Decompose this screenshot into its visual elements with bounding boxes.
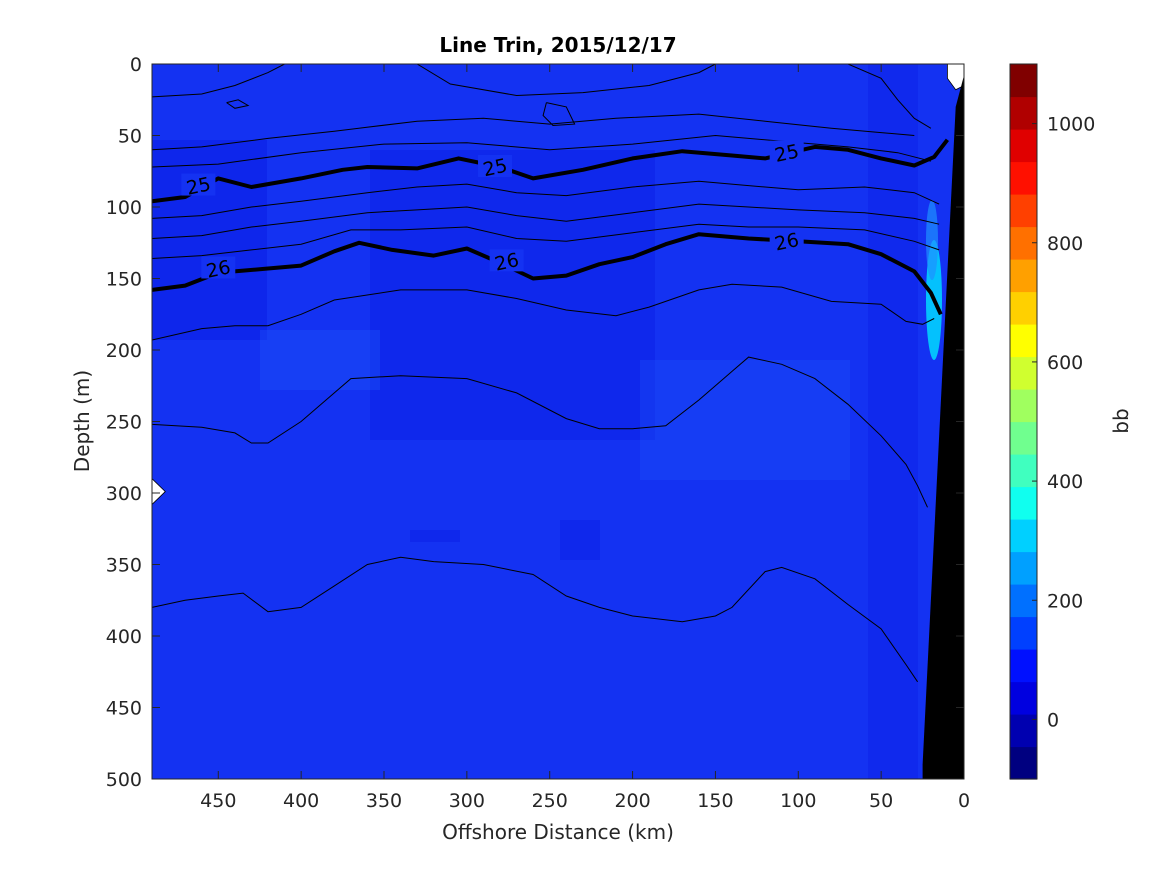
colorbar-tick-label: 200 — [1047, 590, 1083, 612]
colorbar-segment — [1010, 681, 1037, 715]
x-tick-label: 400 — [283, 790, 319, 812]
thin-contour-lines — [152, 64, 940, 683]
colorbar-frame — [1009, 63, 1038, 780]
colorbar-segment — [1010, 421, 1037, 455]
contour-line — [152, 223, 940, 259]
y-tick-label: 500 — [106, 769, 142, 791]
colorbar-segment — [1010, 649, 1037, 683]
colorbar-segment — [1010, 96, 1037, 130]
contour-label-gap — [489, 249, 524, 272]
contour-line — [542, 102, 576, 127]
y-tick-label: 200 — [106, 340, 142, 362]
contour-line — [847, 64, 932, 129]
x-tick-label: 300 — [449, 790, 485, 812]
y-tick-label: 400 — [106, 626, 142, 648]
contour-label: 25 — [481, 155, 509, 182]
x-tick-label: 100 — [780, 790, 816, 812]
colorbar-segment — [1010, 519, 1037, 553]
y-tick-label: 450 — [106, 698, 142, 720]
colorbar-segment — [1010, 454, 1037, 488]
contour-label-gap — [478, 154, 513, 177]
missing-data-region — [947, 64, 964, 91]
contour-line — [152, 113, 915, 151]
contour-line — [152, 134, 932, 168]
y-tick-label: 300 — [106, 483, 142, 505]
colorbar-segment — [1010, 259, 1037, 293]
contour-label: 25 — [184, 173, 212, 200]
y-tick-label: 0 — [130, 54, 142, 76]
colorbar-tick-label: 1000 — [1047, 114, 1095, 136]
x-tick-label: 0 — [958, 790, 970, 812]
seafloor-mask — [922, 75, 964, 779]
x-axis-label: Offshore Distance (km) — [442, 820, 674, 844]
darker-patch-1 — [560, 520, 600, 560]
darker-band-east — [868, 64, 918, 779]
y-tick-label: 350 — [106, 555, 142, 577]
missing-data-regions — [152, 64, 964, 505]
contour-line — [152, 180, 940, 219]
contour-label-gap — [201, 256, 236, 279]
seafloor — [922, 75, 964, 779]
contour-label-gap — [769, 229, 804, 252]
y-axis: 0 50 100 150 200 250 300 350 400 450 500 — [106, 54, 964, 791]
contour-label-gap — [769, 140, 804, 163]
x-tick-label: 200 — [614, 790, 650, 812]
missing-data-region — [152, 478, 166, 505]
contour-label-gap — [181, 173, 216, 196]
colorbar-segment — [1010, 551, 1037, 585]
colorbar-tick-label: 400 — [1047, 471, 1083, 493]
x-tick-label: 350 — [366, 790, 402, 812]
contour-line — [152, 203, 940, 239]
contour-label: 26 — [493, 249, 521, 276]
labeled-contour-lines: 25 25 25 26 26 26 — [152, 138, 949, 316]
x-tick-label: 150 — [697, 790, 733, 812]
colorbar-segment — [1010, 389, 1037, 423]
darker-band-mid — [370, 150, 655, 440]
colorbar-label: bb — [1109, 408, 1133, 433]
colorbar-segment — [1010, 194, 1037, 228]
lighter-patch-1 — [260, 330, 380, 390]
contour-line-26 — [152, 232, 943, 316]
x-axis: 450 400 350 300 250 200 150 100 50 0 — [200, 64, 970, 812]
colorbar-tick-label: 600 — [1047, 352, 1083, 374]
colorbar-segment — [1010, 616, 1037, 650]
colorbar-segment — [1010, 746, 1037, 780]
bright-patch-nearshore-2 — [926, 200, 938, 280]
contour-line-25 — [152, 138, 949, 204]
colorbar-tick-label: 800 — [1047, 233, 1083, 255]
colorbar: 0 200 400 600 800 1000 — [1009, 63, 1095, 780]
colorbar-tick-label: 0 — [1047, 709, 1059, 731]
colorbar-segment — [1010, 64, 1037, 98]
x-tick-label: 450 — [200, 790, 236, 812]
contour-line — [152, 556, 919, 683]
y-tick-label: 50 — [118, 126, 142, 148]
contour-label: 25 — [773, 140, 801, 167]
contour-label: 26 — [204, 256, 232, 283]
x-tick-label: 250 — [532, 790, 568, 812]
colorbar-segment — [1010, 486, 1037, 520]
chart-title: Line Trin, 2015/12/17 — [439, 33, 676, 57]
darker-patch-2 — [410, 530, 460, 542]
contour-line — [416, 64, 716, 97]
colorbar-segment — [1010, 129, 1037, 163]
colorbar-segment — [1010, 291, 1037, 325]
contour-line — [226, 99, 250, 109]
y-axis-label: Depth (m) — [70, 370, 94, 472]
contour-line — [152, 64, 285, 98]
contour-label: 26 — [773, 229, 801, 256]
darker-band-west — [152, 140, 267, 340]
contour-line — [152, 356, 928, 508]
colorbar-segment — [1010, 161, 1037, 195]
colorbar-segment — [1010, 324, 1037, 358]
contour-line — [152, 283, 935, 341]
x-tick-label: 50 — [869, 790, 893, 812]
y-tick-label: 150 — [106, 269, 142, 291]
y-tick-label: 100 — [106, 197, 142, 219]
lighter-patch-2 — [640, 360, 850, 480]
y-tick-label: 250 — [106, 412, 142, 434]
